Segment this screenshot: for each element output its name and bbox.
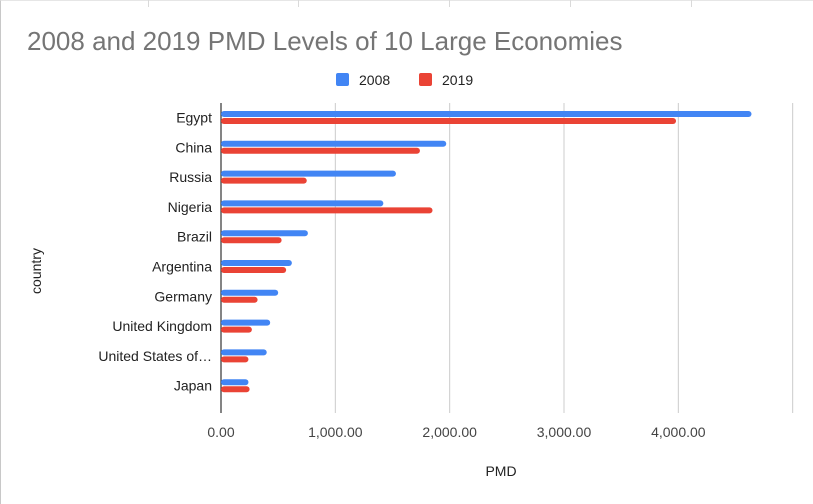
bar-2008: [221, 170, 396, 177]
column-separator: [691, 0, 692, 7]
legend-label: 2008: [359, 72, 390, 88]
category-labels: Egypt China Russia Nigeria Brazil Argentina Ge…: [98, 110, 212, 394]
bar-2019: [221, 207, 433, 214]
column-separator: [449, 0, 450, 7]
bar-2019: [221, 237, 282, 244]
category-label: Egypt: [176, 110, 212, 126]
bar-2019: [221, 118, 677, 124]
category-label: Nigeria: [168, 199, 213, 215]
category-label: United Kingdom: [112, 318, 212, 334]
x-axis-title: PMD: [485, 463, 516, 479]
bar-2019: [221, 267, 287, 273]
bar-2019: [221, 177, 307, 184]
bar-2008: [221, 140, 447, 147]
category-label: China: [175, 139, 212, 155]
bar-2019: [221, 386, 250, 393]
bar-2008: [221, 230, 308, 237]
bar-2008: [221, 319, 271, 326]
x-tick-label: 4,000.00: [651, 424, 706, 440]
x-tick-label: 1,000.00: [308, 424, 363, 440]
column-separator: [570, 0, 571, 7]
x-tick-labels: 0.00 1,000.00 2,000.00 3,000.00 4,000.00: [207, 424, 705, 440]
bars: [221, 111, 752, 393]
column-separator: [298, 0, 299, 7]
bar-2008: [221, 260, 292, 266]
bar-2008: [221, 349, 267, 356]
chart-title: 2008 and 2019 PMD Levels of 10 Large Eco…: [27, 26, 623, 56]
bar-2019: [221, 147, 420, 154]
bar-2008: [221, 379, 249, 386]
category-label: Germany: [154, 288, 212, 304]
category-label: Brazil: [177, 229, 212, 245]
bar-2008: [221, 200, 384, 207]
legend-swatch: [336, 73, 349, 86]
legend-swatch: [419, 73, 432, 86]
legend-label: 2019: [442, 72, 473, 88]
bar-2019: [221, 326, 252, 333]
y-axis-title: country: [28, 248, 44, 294]
bar-2008: [221, 111, 752, 117]
legend: 2008 2019: [336, 72, 473, 88]
bar-2008: [221, 289, 279, 296]
x-tick-label: 2,000.00: [422, 424, 477, 440]
bar-2019: [221, 356, 249, 363]
x-tick-label: 0.00: [207, 424, 234, 440]
category-label: Argentina: [152, 259, 212, 275]
category-label: United States of…: [98, 348, 212, 364]
bar-2019: [221, 296, 258, 303]
category-label: Russia: [169, 169, 212, 185]
category-label: Japan: [174, 378, 212, 394]
x-tick-label: 3,000.00: [537, 424, 592, 440]
gridlines: [220, 103, 794, 413]
column-separator: [148, 0, 149, 7]
